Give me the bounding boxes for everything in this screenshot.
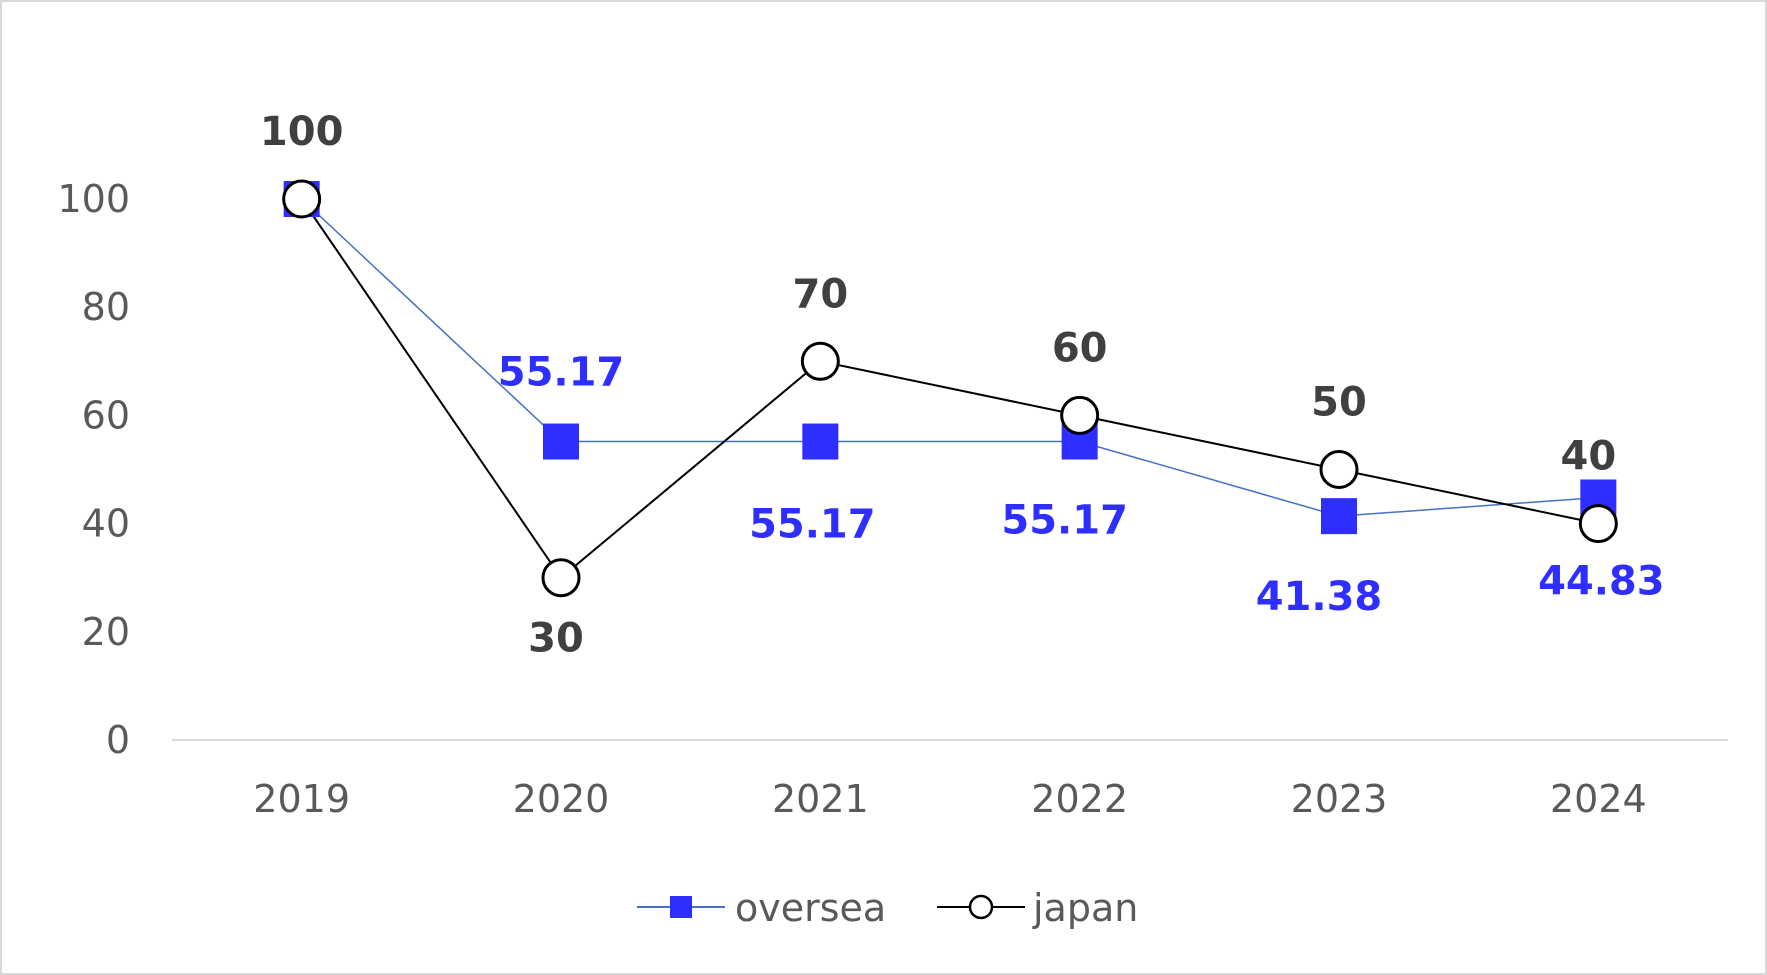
y-tick-label: 100 [57,177,130,221]
data-label-oversea: 44.83 [1538,558,1665,604]
data-point-japan[interactable] [541,558,581,598]
legend-marker-japan [968,894,994,920]
data-label-japan: 100 [260,109,344,155]
data-point-oversea[interactable] [802,423,839,460]
data-label-japan: 70 [792,271,848,317]
data-label-oversea: 55.17 [1001,498,1128,544]
data-point-japan[interactable] [1319,450,1359,489]
x-tick-label: 2023 [1291,777,1388,821]
data-label-oversea: 55.17 [498,350,625,396]
data-label-japan: 40 [1560,434,1616,480]
legend-item-oversea[interactable]: oversea [637,886,886,930]
x-tick-label: 2022 [1031,777,1128,821]
data-point-japan[interactable] [282,179,322,219]
data-point-oversea[interactable] [543,423,579,460]
series-lines [300,198,1599,580]
data-point-japan[interactable] [1578,504,1618,544]
legend: oversea japan [637,886,1138,930]
y-tick-label: 0 [106,718,130,762]
y-axis-ticks: 0 20 40 60 80 100 [57,177,130,762]
series-line-oversea [301,198,1599,517]
x-tick-label: 2019 [253,777,350,821]
data-label-oversea: 55.17 [749,502,876,548]
data-point-oversea[interactable] [1321,498,1357,535]
x-axis-ticks: 2019 2020 2021 2022 2023 2024 [253,777,1646,821]
x-tick-label: 2021 [772,777,869,821]
data-point-japan[interactable] [1060,395,1100,435]
series-line-japan [300,198,1599,580]
x-tick-label: 2020 [513,777,610,821]
data-label-oversea: 41.38 [1256,574,1383,620]
legend-label-oversea: oversea [735,886,886,930]
x-tick-label: 2024 [1550,777,1647,821]
legend-label-japan: japan [1032,886,1138,930]
legend-item-japan[interactable]: japan [937,886,1138,930]
y-tick-label: 80 [82,285,130,329]
legend-marker-oversea [670,896,692,918]
data-label-japan: 30 [528,616,584,662]
data-labels: 55.17 55.17 55.17 41.38 44.83 100 30 70 60 50 40 [260,109,1665,662]
series-markers [282,179,1618,598]
data-label-japan: 50 [1311,380,1367,426]
y-tick-label: 60 [82,393,130,437]
data-point-japan[interactable] [800,341,840,381]
data-label-japan: 60 [1052,325,1108,371]
y-tick-label: 20 [82,610,130,654]
y-tick-label: 40 [82,502,130,546]
